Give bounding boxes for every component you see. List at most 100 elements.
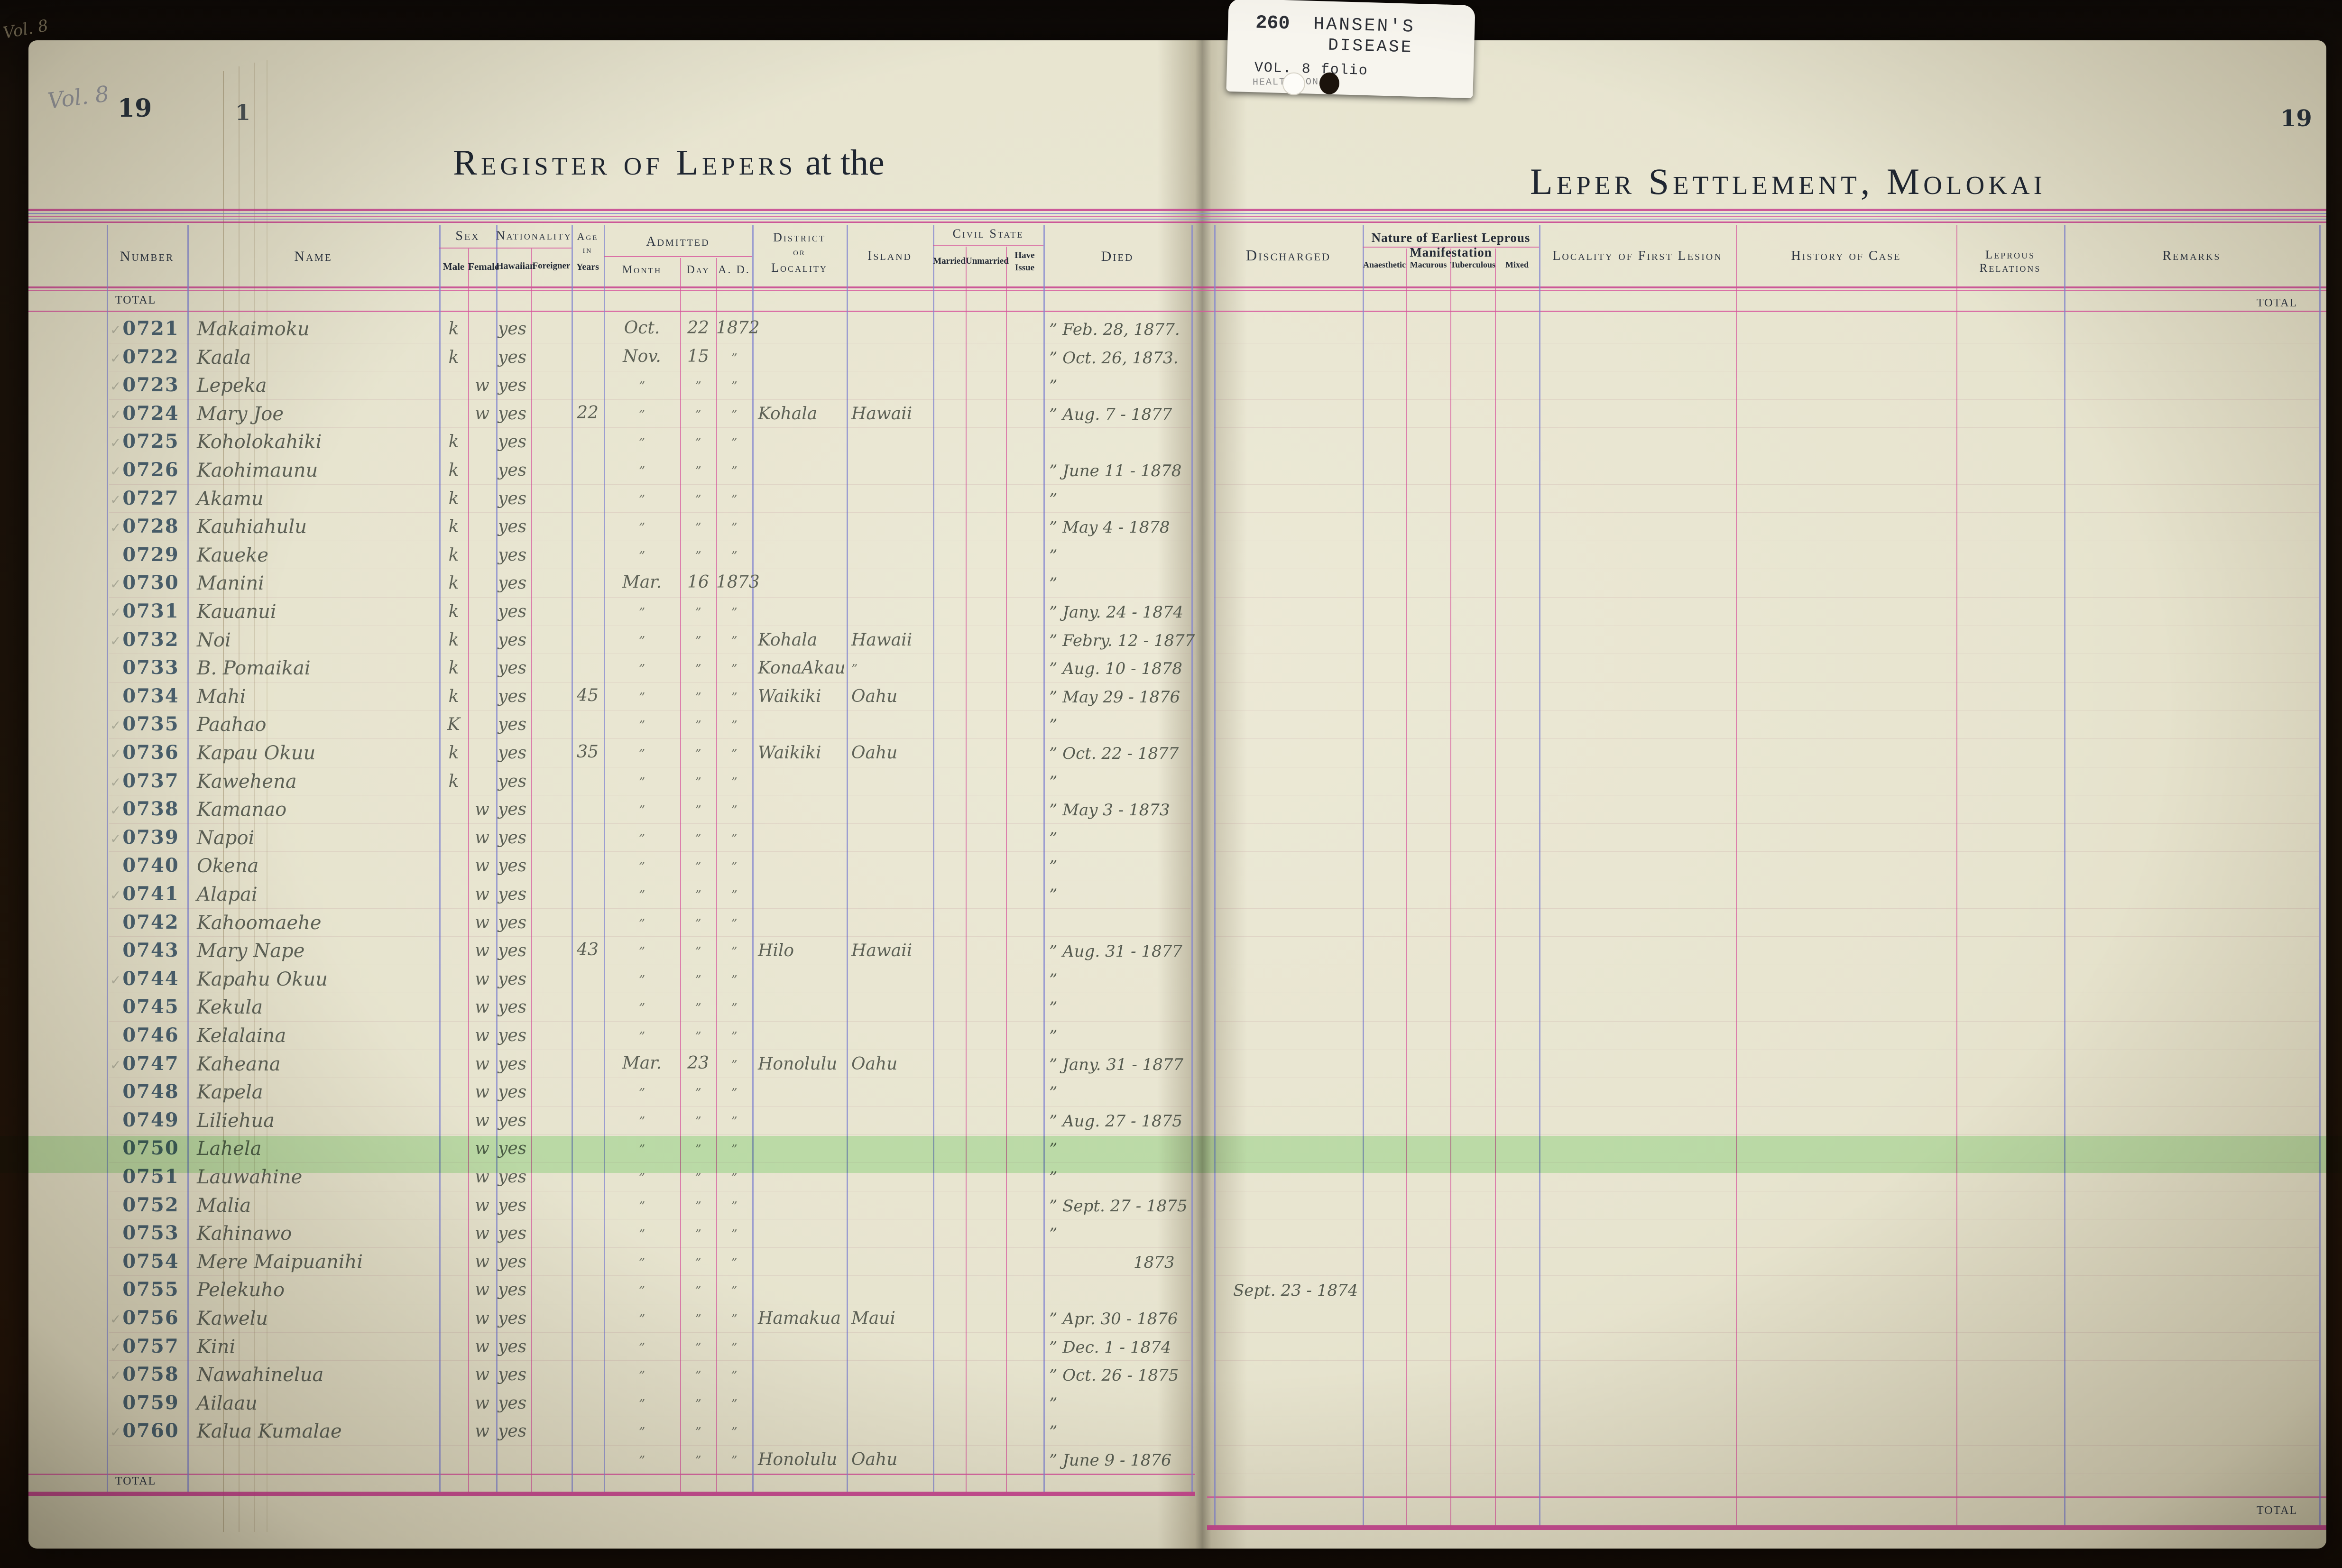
row-name: Mahi bbox=[197, 685, 246, 708]
rule-line bbox=[28, 1474, 1195, 1475]
total-bottom-right: TOTAL bbox=[2257, 1504, 2298, 1517]
row-nationality: yes bbox=[498, 800, 527, 820]
column-header-ad: A. D. bbox=[718, 264, 750, 276]
rule-line bbox=[28, 213, 2326, 214]
column-header-have-issue: Have bbox=[1014, 250, 1035, 260]
row-number: 0740 bbox=[122, 854, 179, 877]
row-checkmark: ✓ bbox=[110, 746, 121, 762]
row-name: Kekula bbox=[197, 996, 263, 1019]
row-guide-line bbox=[1214, 1360, 2319, 1361]
row-admit-day: ” bbox=[695, 407, 701, 422]
row-admit-month: ” bbox=[638, 775, 645, 790]
rule-line bbox=[28, 311, 2326, 312]
row-name: Kawelu bbox=[197, 1308, 268, 1329]
row-died: ” bbox=[1049, 857, 1058, 876]
row-name: Mary Joe bbox=[197, 403, 284, 425]
row-admit-day: ” bbox=[695, 1397, 701, 1411]
row-nationality: yes bbox=[498, 658, 527, 678]
column-header-month: Month bbox=[622, 264, 662, 276]
row-checkmark: ✓ bbox=[110, 520, 121, 536]
row-district: Hamakua bbox=[758, 1309, 841, 1328]
row-nationality: yes bbox=[498, 517, 527, 537]
row-number: 0759 bbox=[122, 1391, 179, 1414]
row-checkmark: ✓ bbox=[110, 830, 121, 847]
row-admit-year: ” bbox=[731, 1114, 738, 1129]
left-page-title: Register of Lepers at the bbox=[313, 142, 1024, 184]
row-name: Kauhiahulu bbox=[197, 516, 307, 538]
row-number: 0731 bbox=[122, 600, 179, 622]
row-nationality: yes bbox=[498, 856, 527, 876]
row-number: 0728 bbox=[122, 515, 179, 538]
row-number: 0733 bbox=[122, 656, 179, 679]
row-name: Koholokahiki bbox=[197, 431, 322, 453]
row-admit-day: ” bbox=[695, 662, 701, 677]
row-sex: w bbox=[475, 1224, 489, 1244]
row-died: ” June 11 - 1878 bbox=[1049, 461, 1182, 480]
right-page-number: 19 bbox=[2280, 105, 2312, 132]
row-guide-line bbox=[1214, 1106, 2319, 1107]
row-nationality: yes bbox=[498, 319, 527, 339]
rule-line bbox=[28, 221, 2326, 223]
row-guide-line bbox=[109, 1360, 1190, 1361]
row-nationality: yes bbox=[498, 489, 527, 508]
row-sex: w bbox=[475, 1195, 489, 1215]
row-died: ” bbox=[1049, 1394, 1058, 1413]
row-admit-year: ” bbox=[731, 888, 738, 903]
row-guide-line bbox=[109, 682, 1190, 683]
row-died: ” bbox=[1049, 716, 1058, 735]
column-line bbox=[1006, 247, 1007, 1492]
row-sex: k bbox=[448, 461, 459, 480]
column-header-number: Number bbox=[120, 249, 175, 264]
row-admit-year: ” bbox=[731, 690, 738, 705]
row-admit-year: ” bbox=[731, 803, 738, 818]
column-line bbox=[572, 225, 573, 1492]
row-name: Kapela bbox=[197, 1081, 263, 1104]
row-nationality: yes bbox=[498, 630, 527, 650]
row-sex: w bbox=[475, 856, 489, 876]
left-page-title-main: Register of Lepers bbox=[453, 143, 797, 183]
row-sex: w bbox=[475, 941, 489, 961]
row-name: Okena bbox=[197, 855, 259, 877]
row-name: Lepeka bbox=[197, 375, 267, 397]
row-guide-line bbox=[109, 512, 1190, 513]
row-died: ” bbox=[1049, 1422, 1058, 1442]
row-sex: w bbox=[475, 913, 489, 932]
rule-line bbox=[28, 286, 2326, 288]
row-guide-line bbox=[1214, 484, 2319, 485]
row-sex: k bbox=[448, 319, 459, 339]
row-nationality: yes bbox=[498, 404, 527, 424]
row-checkmark: ✓ bbox=[110, 435, 121, 451]
row-name: Kapau Okuu bbox=[197, 742, 316, 764]
row-admit-year: ” bbox=[731, 1454, 738, 1468]
column-header-age-years: Years bbox=[576, 262, 599, 272]
row-nationality: yes bbox=[498, 1026, 527, 1045]
row-name: Napoi bbox=[197, 827, 255, 849]
column-header-island: Island bbox=[867, 249, 912, 263]
row-guide-line bbox=[109, 1106, 1190, 1107]
row-admit-year: ” bbox=[731, 1227, 738, 1242]
row-nationality: yes bbox=[498, 969, 527, 989]
row-name: Nawahinelua bbox=[197, 1364, 324, 1386]
row-nationality: yes bbox=[498, 1421, 527, 1441]
row-sex: w bbox=[475, 800, 489, 820]
right-page-title-main: Leper Settlement, Molokai bbox=[1530, 161, 2046, 202]
row-admit-month: ” bbox=[638, 1312, 645, 1327]
rule-line bbox=[28, 290, 2326, 291]
row-died: ” bbox=[1049, 1168, 1058, 1187]
row-number: 0737 bbox=[122, 769, 179, 792]
row-died: ” Aug. 7 - 1877 bbox=[1049, 405, 1172, 424]
row-admit-month: ” bbox=[638, 719, 645, 733]
row-admit-year: ” bbox=[731, 719, 738, 733]
row-admit-day: ” bbox=[695, 719, 701, 733]
row-admit-month: ” bbox=[638, 1030, 645, 1044]
column-header-have-issue2: Issue bbox=[1014, 263, 1035, 273]
row-admit-day: ” bbox=[695, 1114, 701, 1129]
row-number: 0754 bbox=[122, 1250, 179, 1273]
row-admit-month: ” bbox=[638, 464, 645, 479]
row-admit-year: ” bbox=[731, 662, 738, 677]
row-guide-line bbox=[1214, 1247, 2319, 1248]
row-name: Kalua Kumalae bbox=[197, 1420, 342, 1443]
column-header-female: Female bbox=[468, 261, 499, 272]
row-district: Hilo bbox=[758, 941, 794, 961]
row-admit-month: ” bbox=[638, 634, 645, 648]
